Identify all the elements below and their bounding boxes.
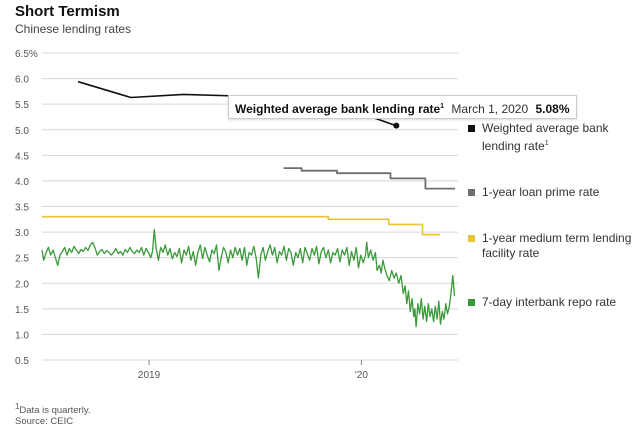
legend-swatch-repo [468, 299, 475, 306]
y-tick-label: 6.0 [15, 75, 29, 86]
y-tick-label: 1.0 [15, 330, 29, 341]
y-tick-label: 5.5 [15, 100, 29, 111]
y-tick-label: 2.0 [15, 279, 29, 290]
series-line-lpr [283, 167, 456, 190]
legend-item-lpr[interactable]: 1-year loan prime rate [468, 185, 638, 201]
y-tick-label: 3.0 [15, 228, 29, 239]
legend-footnote-marker: 1 [544, 140, 549, 147]
y-tick-label: 3.5 [15, 203, 29, 214]
y-tick-label: 4.5 [15, 151, 29, 162]
y-tick-label: 4.0 [15, 177, 29, 188]
legend-label: 7-day interbank repo rate [482, 295, 617, 309]
legend-swatch-mlf [468, 235, 475, 242]
x-tick-label: 2019 [138, 370, 161, 381]
gridlines [42, 52, 458, 361]
legend-label: 1-year medium term lending facility rate [482, 231, 632, 260]
legend-label: 1-year loan prime rate [482, 185, 600, 199]
chart-title: Short Termism [15, 3, 120, 20]
legend-label: Weighted average bank lending rate1 [482, 121, 609, 153]
x-tick-label: '20 [355, 370, 368, 381]
tooltip-value: 5.08% [535, 102, 570, 116]
series-line-repo [41, 228, 456, 328]
legend-swatch-weighted [468, 125, 475, 132]
footnote-note: 1Data is quarterly. [15, 402, 91, 417]
tooltip-series-name: Weighted average bank lending rate1 [235, 102, 445, 116]
y-axis-ticks: 6.5% 6.0 5.5 5.0 4.5 4.0 3.5 3.0 2.5 2.0 1.5 1.0 0.5 [15, 49, 38, 367]
y-tick-label: 1.5 [15, 305, 29, 316]
tooltip-footnote-marker: 1 [440, 103, 445, 110]
highlight-point[interactable] [393, 122, 400, 129]
legend-item-mlf[interactable]: 1-year medium term lending facility rate [468, 231, 638, 263]
series-line-mlf [42, 215, 440, 236]
y-tick-label: 0.5 [15, 356, 29, 367]
y-tick-label: 6.5% [15, 49, 38, 60]
footnote-marker: 1 [15, 402, 20, 411]
tooltip-date: March 1, 2020 [451, 102, 529, 116]
chart-subtitle: Chinese lending rates [15, 22, 132, 36]
y-tick-label: 2.5 [15, 254, 29, 265]
footnote-source: Source: CEIC [15, 416, 74, 427]
legend-item-weighted[interactable]: Weighted average bank lending rate1 [468, 121, 638, 153]
legend-item-repo[interactable]: 7-day interbank repo rate [468, 295, 638, 327]
value-tooltip: Weighted average bank lending rate1 Marc… [228, 95, 577, 119]
legend-swatch-lpr [468, 189, 475, 196]
y-tick-label: 5.0 [15, 126, 29, 137]
x-axis-ticks: 2019 '20 [138, 360, 368, 381]
